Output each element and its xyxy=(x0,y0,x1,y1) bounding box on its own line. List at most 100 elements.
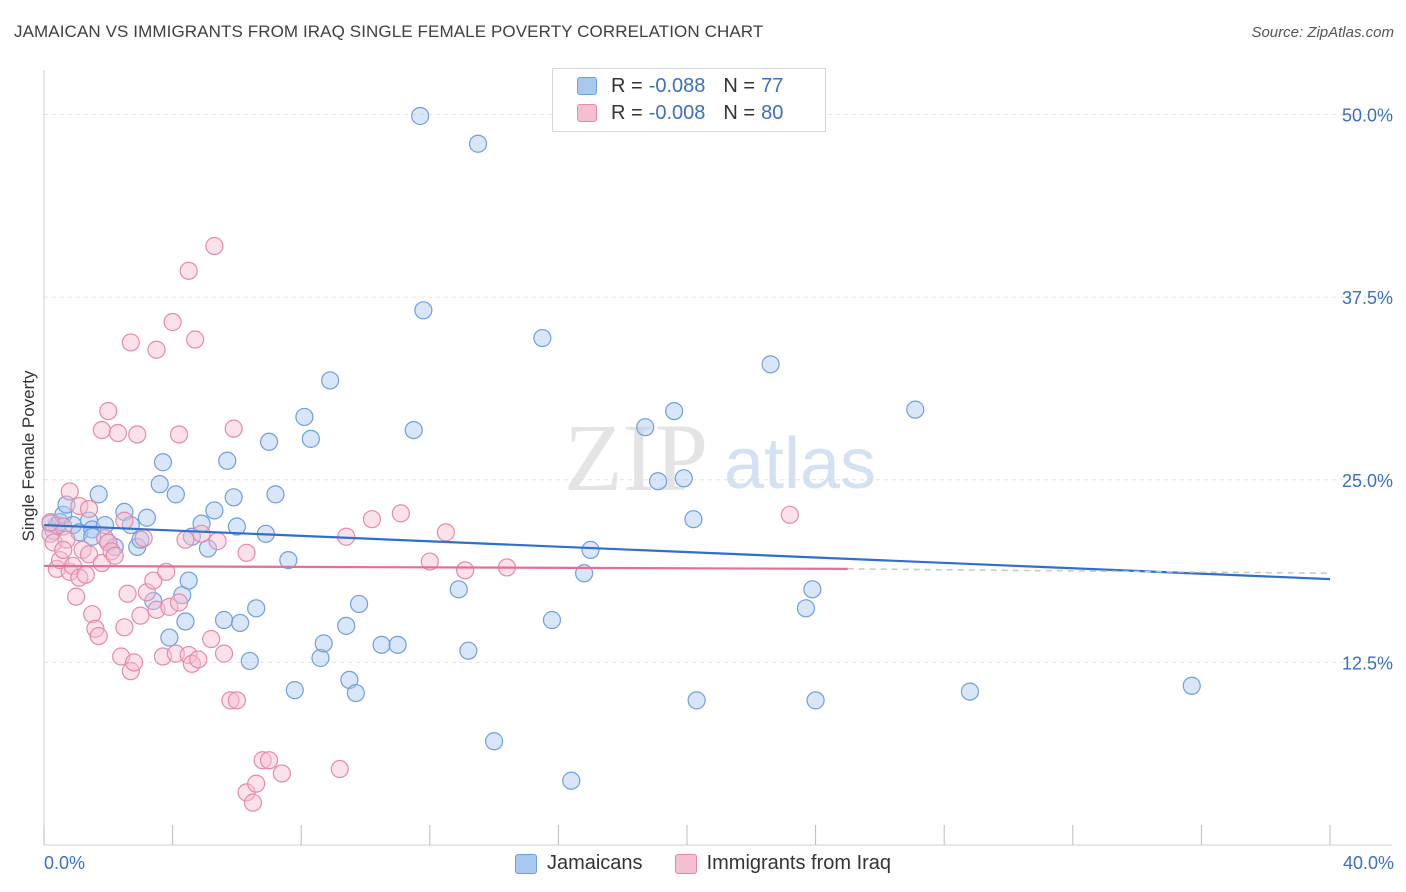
point-iraq xyxy=(259,751,279,770)
r-value: -0.008 xyxy=(648,101,706,124)
n-value: 80 xyxy=(761,101,784,124)
y-tick-label: 12.5% xyxy=(1342,653,1393,673)
point-jamaicans xyxy=(179,571,198,590)
point-jamaicans xyxy=(321,371,340,390)
point-jamaicans xyxy=(279,551,298,570)
stats-row-iraq: R = -0.008 N = 80 xyxy=(577,100,783,126)
y-tick-label: 25.0% xyxy=(1342,471,1393,491)
point-iraq xyxy=(186,330,205,349)
legend-label-iraq: Immigrants from Iraq xyxy=(706,852,892,874)
point-iraq xyxy=(99,401,118,421)
point-jamaicans xyxy=(485,732,504,751)
point-jamaicans xyxy=(311,648,330,668)
point-jamaicans xyxy=(214,610,234,630)
point-jamaicans xyxy=(468,134,488,153)
x-tick-label: 0.0% xyxy=(44,853,85,873)
point-iraq xyxy=(272,764,292,783)
point-jamaicans xyxy=(449,580,468,599)
point-jamaicans xyxy=(205,501,224,520)
point-iraq xyxy=(67,587,86,606)
point-jamaicans xyxy=(674,469,693,488)
point-jamaicans xyxy=(176,612,195,631)
stats-row-jamaicans: R = -0.088 N = 77 xyxy=(577,73,783,99)
point-iraq xyxy=(436,523,455,542)
point-iraq xyxy=(79,545,99,564)
point-iraq xyxy=(57,530,76,549)
point-iraq xyxy=(89,626,108,646)
trend-lines xyxy=(43,523,1331,581)
point-jamaicans xyxy=(542,610,562,630)
point-jamaicans xyxy=(761,355,780,374)
point-jamaicans xyxy=(803,580,822,599)
point-iraq xyxy=(134,529,153,548)
point-jamaicans xyxy=(285,681,304,700)
x-tick-label: 40.0% xyxy=(1343,853,1394,873)
point-iraq xyxy=(41,513,60,532)
point-jamaicans xyxy=(960,682,980,701)
point-iraq xyxy=(79,499,99,519)
point-iraq xyxy=(121,333,140,352)
point-jamaicans xyxy=(95,515,115,535)
point-iraq xyxy=(362,510,382,529)
point-jamaicans xyxy=(388,635,407,654)
y-tick-label: 50.0% xyxy=(1342,106,1393,126)
point-jamaicans xyxy=(240,651,259,671)
point-jamaicans xyxy=(796,599,816,618)
point-iraq xyxy=(60,482,79,501)
point-iraq xyxy=(391,504,410,523)
point-jamaicans xyxy=(459,641,478,660)
point-iraq xyxy=(128,425,147,444)
n-label: N = xyxy=(723,101,756,124)
n-label: N = xyxy=(723,74,756,97)
point-iraq xyxy=(456,561,475,580)
trend-line-jamaicans xyxy=(43,523,1331,581)
stats-swatch-jamaicans xyxy=(577,77,597,95)
point-iraq xyxy=(160,597,179,616)
point-iraq xyxy=(253,751,272,770)
point-jamaicans xyxy=(314,634,333,653)
point-iraq xyxy=(227,691,246,710)
point-iraq xyxy=(131,606,150,625)
y-axis-label: Single Female Poverty xyxy=(19,370,38,542)
legend-label-jamaicans: Jamaicans xyxy=(546,852,643,874)
watermark-zip: ZIP xyxy=(564,404,708,511)
point-iraq xyxy=(124,653,144,672)
data-points xyxy=(41,106,1201,812)
point-jamaicans xyxy=(166,485,185,504)
point-iraq xyxy=(169,425,189,444)
point-jamaicans xyxy=(372,635,391,654)
trend-line-iraq xyxy=(43,564,848,570)
gridlines xyxy=(44,114,1392,663)
point-iraq xyxy=(118,584,137,603)
point-jamaicans xyxy=(562,771,581,790)
point-jamaicans xyxy=(89,485,108,504)
point-iraq xyxy=(243,793,263,812)
point-iraq xyxy=(108,423,128,443)
point-iraq xyxy=(780,505,799,524)
point-jamaicans xyxy=(160,628,179,647)
point-jamaicans xyxy=(1182,676,1201,695)
series-legend: Jamaicans Immigrants from Iraq xyxy=(0,852,1406,875)
point-iraq xyxy=(105,546,124,565)
point-iraq xyxy=(92,420,111,440)
legend-item-jamaicans[interactable]: Jamaicans xyxy=(514,852,643,875)
stats-legend: R = -0.088 N = 77 R = -0.008 N = 80 xyxy=(552,68,826,132)
point-iraq xyxy=(115,618,134,637)
point-iraq xyxy=(179,261,198,280)
point-iraq xyxy=(202,629,221,649)
point-jamaicans xyxy=(906,400,925,419)
stats-swatch-iraq xyxy=(577,104,597,122)
point-jamaicans xyxy=(687,691,706,710)
point-iraq xyxy=(115,511,134,530)
point-iraq xyxy=(214,644,234,663)
point-iraq xyxy=(176,530,195,549)
point-jamaicans xyxy=(636,418,655,437)
point-jamaicans xyxy=(404,420,423,440)
point-jamaicans xyxy=(301,429,320,448)
point-iraq xyxy=(247,774,266,793)
legend-item-iraq[interactable]: Immigrants from Iraq xyxy=(674,852,892,875)
point-jamaicans xyxy=(218,451,237,470)
r-value: -0.088 xyxy=(648,74,706,97)
legend-swatch-iraq xyxy=(674,853,697,874)
point-jamaicans xyxy=(684,510,703,529)
